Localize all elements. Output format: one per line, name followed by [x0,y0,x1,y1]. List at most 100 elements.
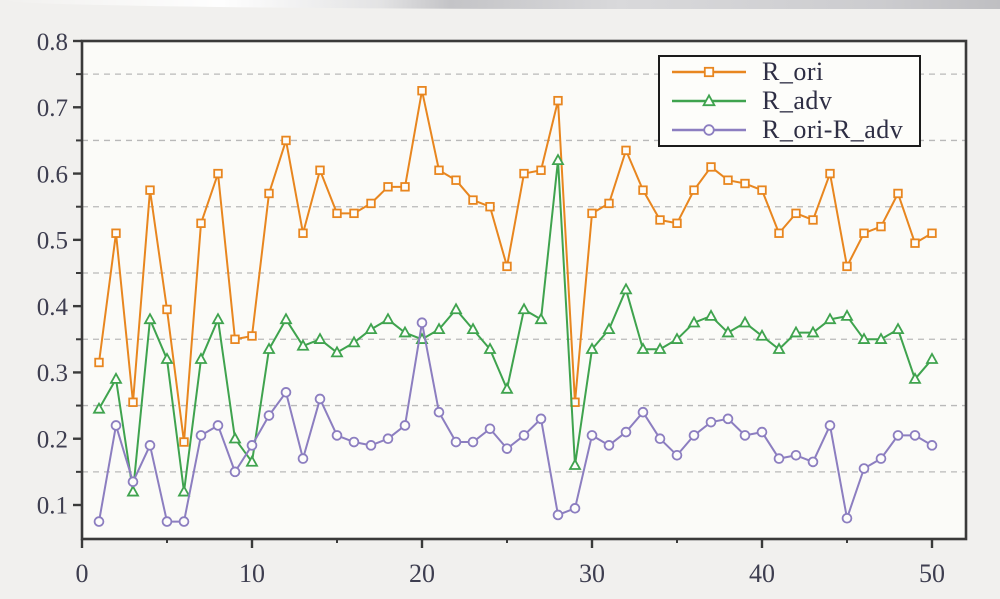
data-point-marker [638,185,648,195]
data-point-marker [161,516,173,527]
data-point-marker [213,168,223,179]
data-point-marker [500,381,514,394]
data-point-marker [806,325,820,338]
data-point-marker [347,335,361,348]
data-point-marker [687,315,701,328]
data-point-marker [688,430,700,441]
data-point-marker [603,440,615,451]
data-point-marker [467,436,479,448]
data-point-marker [825,168,835,179]
data-point-marker [756,426,768,438]
data-point-marker [314,393,326,405]
data-point-marker [432,322,446,335]
data-point-marker [534,312,548,325]
data-point-marker [330,345,344,358]
data-point-marker [927,228,937,238]
data-point-marker [279,312,293,325]
data-point-marker [382,433,394,445]
data-point-marker [484,423,496,435]
data-point-marker [433,406,445,418]
data-point-marker [722,413,734,425]
x-tick-label: 30 [579,559,605,588]
data-point-marker [264,188,274,199]
data-point-marker [875,453,887,464]
data-point-marker [297,453,309,464]
data-point-marker [416,317,428,329]
data-point-marker [349,208,359,219]
data-point-marker [196,218,206,228]
data-point-marker [518,430,530,441]
data-point-marker [774,228,784,238]
data-point-marker [110,420,122,431]
data-point-marker [228,431,242,444]
data-point-marker [587,208,597,219]
purple-line-circle-marker-icon [672,123,746,136]
data-point-marker [263,410,275,421]
data-point-marker [876,221,886,232]
data-point-marker [177,484,191,497]
triangle-marker-icon [702,93,716,107]
data-point-marker [636,342,650,354]
data-point-marker [381,312,395,325]
data-point-marker [706,162,716,172]
x-tick-label: 40 [749,559,775,588]
data-point-marker [670,332,684,344]
data-point-marker [229,466,241,478]
data-point-marker [535,413,547,425]
data-point-marker [417,86,427,96]
data-point-marker [585,342,599,354]
data-point-marker [621,145,631,156]
x-tick-label: 50 [919,559,945,588]
data-point-marker [586,430,598,441]
data-point-marker [789,325,803,338]
legend-label-r-adv: R_adv [762,85,833,115]
data-point-marker [109,372,123,384]
data-point-marker [604,198,614,209]
data-point-marker [553,95,563,106]
data-point-marker [194,352,208,364]
data-point-marker [910,238,920,248]
top-gradient-band [0,0,1000,9]
data-point-marker [602,322,616,335]
data-point-marker [364,322,378,335]
data-point-marker [296,338,310,351]
data-point-marker [315,165,325,175]
data-point-marker [757,185,767,195]
data-point-marker [874,332,888,344]
y-tick-label: 0.1 [37,493,68,520]
data-point-marker [280,387,292,398]
y-tick-label: 0.6 [37,161,68,188]
square-marker-icon [703,67,715,78]
data-point-marker [569,503,581,514]
data-point-marker [398,325,412,338]
data-point-marker [619,282,633,295]
data-point-marker [892,430,904,441]
y-tick-label: 0.8 [37,29,68,56]
data-point-marker [689,185,699,195]
data-point-marker [332,208,342,219]
data-point-marker [773,453,785,464]
data-point-marker [653,342,667,354]
data-point-marker [705,416,717,428]
data-point-marker [808,215,818,225]
data-point-marker [211,312,225,325]
data-point-marker [551,153,565,166]
legend-label-r-ori: R_ori [762,57,824,87]
data-point-marker [143,312,157,325]
data-point-marker [400,182,410,192]
legend-box: R_ori R_adv R_ori-R_adv [658,55,921,147]
data-point-marker [893,188,903,199]
data-point-marker [723,175,733,185]
y-tick-label: 0.3 [37,360,68,387]
data-point-marker [466,322,480,335]
data-point-marker [399,420,411,431]
data-point-marker [246,440,258,451]
data-point-marker [858,463,870,474]
data-point-marker [313,332,327,344]
data-point-marker [841,512,853,524]
data-point-marker [434,165,444,175]
data-point-marker [925,352,939,364]
data-point-marker [126,484,140,497]
data-point-marker [791,208,801,219]
